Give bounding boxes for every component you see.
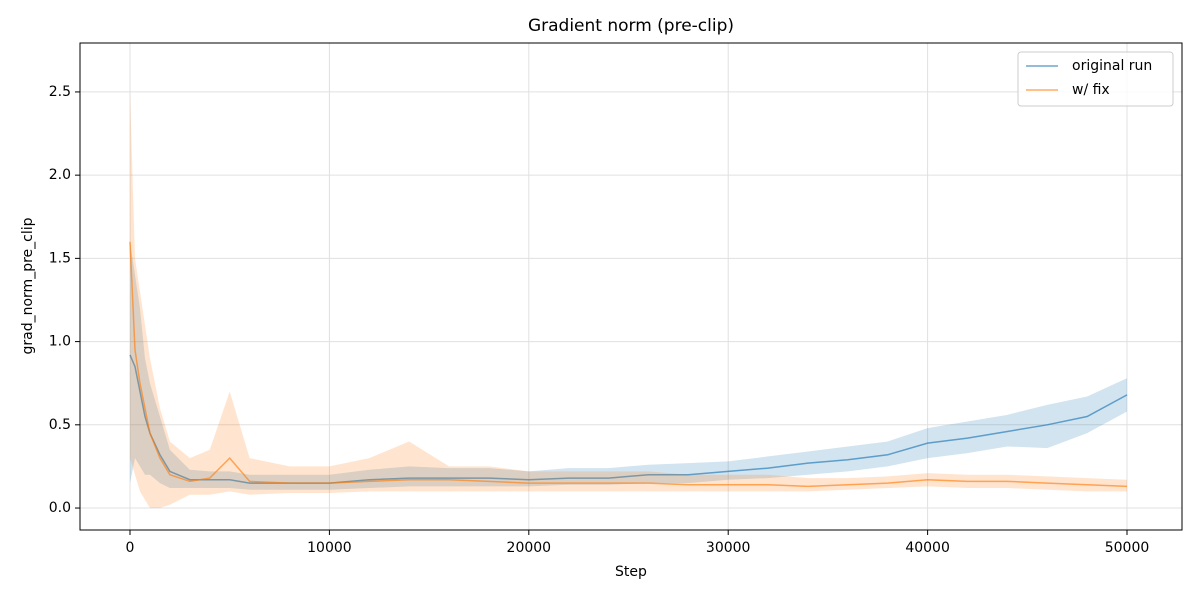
x-tick-label: 50000 — [1105, 540, 1150, 556]
legend-label: original run — [1072, 58, 1152, 74]
band — [130, 241, 1128, 490]
y-tick-label: 1.0 — [49, 334, 71, 350]
x-tick-label: 20000 — [507, 540, 552, 556]
band — [130, 91, 1128, 509]
legend-label: w/ fix — [1072, 82, 1110, 98]
x-tick-label: 10000 — [307, 540, 352, 556]
x-tick-label: 30000 — [706, 540, 751, 556]
y-tick-label: 2.5 — [49, 84, 71, 100]
line — [129, 241, 1128, 488]
y-tick-label: 2.0 — [49, 167, 71, 183]
x-tick-label: 0 — [126, 540, 135, 556]
y-tick-label: 0.0 — [49, 500, 71, 516]
x-axis-label: Step — [615, 564, 647, 580]
y-tick-label: 0.5 — [49, 417, 71, 433]
chart-title: Gradient norm (pre-clip) — [528, 16, 734, 36]
x-tick-label: 40000 — [905, 540, 950, 556]
y-axis-label: grad_norm_pre_clip — [20, 217, 36, 354]
plot-frame — [79, 42, 1183, 531]
line — [129, 354, 1128, 484]
y-tick-label: 1.5 — [49, 250, 71, 266]
